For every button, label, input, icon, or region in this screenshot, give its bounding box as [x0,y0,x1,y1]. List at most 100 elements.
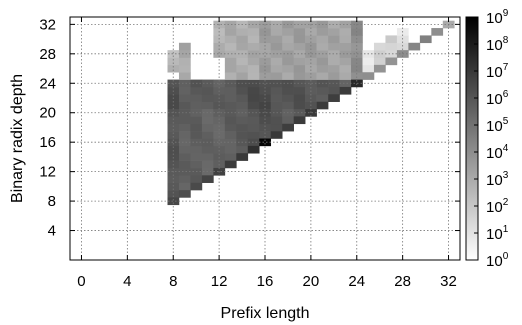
heatmap-cell [178,86,191,95]
heatmap-cell [305,57,317,66]
heatmap-cell [293,94,306,102]
colorbar-label: 106 [486,89,509,108]
x-tick-label: 16 [257,273,274,290]
heatmap-cell [247,28,260,36]
heatmap-cell [213,50,226,58]
heatmap-cell [293,50,306,58]
heatmap-cell [282,123,294,132]
heatmap-cell [213,42,226,51]
colorbar-label: 109 [486,8,509,27]
heatmap-cell [178,131,191,139]
heatmap-cell [259,42,272,51]
heatmap-cell [259,64,272,73]
heatmap-cell [224,57,237,66]
heatmap-cell [305,64,317,73]
heatmap-cell [201,116,214,125]
heatmap-cell [167,197,180,206]
colorbar-label: 101 [486,224,509,243]
heatmap-cell [201,153,214,161]
heatmap-cell [201,94,214,102]
heatmap-cell [282,35,294,44]
heatmap-cell [247,138,260,147]
x-tick-label: 32 [440,273,457,290]
heatmap-cell [339,79,352,88]
heatmap-cell [236,145,249,154]
heatmap-cell [236,86,249,95]
heatmap-cell [270,131,283,139]
heatmap-cell [396,42,409,51]
heatmap-cell [270,42,283,51]
heatmap-cell [224,64,237,73]
heatmap-cell [167,131,180,139]
heatmap-cell [190,101,203,110]
heatmap-cell [236,35,249,44]
heatmap-cell [167,190,180,198]
heatmap-cell [178,175,191,183]
heatmap-cell [224,35,237,44]
heatmap-cell [259,72,272,80]
heatmap-cell [293,72,306,80]
heatmap-cell [351,42,363,51]
heatmap-cell [316,72,329,80]
x-tick-label: 24 [348,273,365,290]
heatmap-cell [259,123,272,132]
colorbar-label: 102 [486,197,509,216]
heatmap-cell [236,101,249,110]
heatmap-cell [247,131,260,139]
heatmap-cell [178,167,191,176]
heatmap-cell [224,79,237,88]
heatmap-cell [247,116,260,125]
heatmap-cell [328,72,340,80]
heatmap-cell [247,64,260,73]
heatmap-cell [236,64,249,73]
heatmap-cell [339,35,352,44]
heatmap-cell [224,72,237,80]
heatmap-cell [293,28,306,36]
heatmap-cell [190,153,203,161]
heatmap-cell [224,160,237,169]
heatmap-cell [328,86,340,95]
heatmap-cell [190,175,203,183]
heatmap-cell [328,64,340,73]
heatmap-cell [178,123,191,132]
heatmap-cell [178,57,191,66]
heatmap-cell [316,35,329,44]
heatmap-cell [167,138,180,147]
y-tick-label: 8 [48,193,56,210]
heatmap-cell [339,86,352,95]
heatmap-cell [282,57,294,66]
heatmap-cell [293,116,306,125]
heatmap-cell [224,123,237,132]
heatmap-cell [236,94,249,102]
heatmap-cell [282,116,294,125]
heatmap-cell [270,94,283,102]
heatmap-cell [316,28,329,36]
x-tick-label: 20 [303,273,320,290]
heatmap-cell [224,138,237,147]
heatmap-cell [167,57,180,66]
heatmap-cell [339,28,352,36]
heatmap-cell [167,64,180,73]
heatmap-cell [224,101,237,110]
heatmap-cell [201,101,214,110]
y-tick-label: 16 [39,134,56,151]
heatmap-cell [190,94,203,102]
heatmap-cell [259,57,272,66]
heatmap-cell [362,72,375,80]
heatmap-cell [236,131,249,139]
heatmap-cell [328,57,340,66]
heatmap-cell [178,109,191,117]
heatmap-cell [282,86,294,95]
heatmap-cell [328,94,340,102]
heatmap-cell [247,57,260,66]
heatmap-cell [282,42,294,51]
heatmap-cell [339,50,352,58]
heatmap-cell [178,145,191,154]
heatmap-cell [167,50,180,58]
heatmap-cell [305,42,317,51]
heatmap-cell [259,79,272,88]
heatmap-cell [178,138,191,147]
heatmap-cell [339,42,352,51]
heatmap-cell [190,182,203,191]
heatmap-cell [247,50,260,58]
